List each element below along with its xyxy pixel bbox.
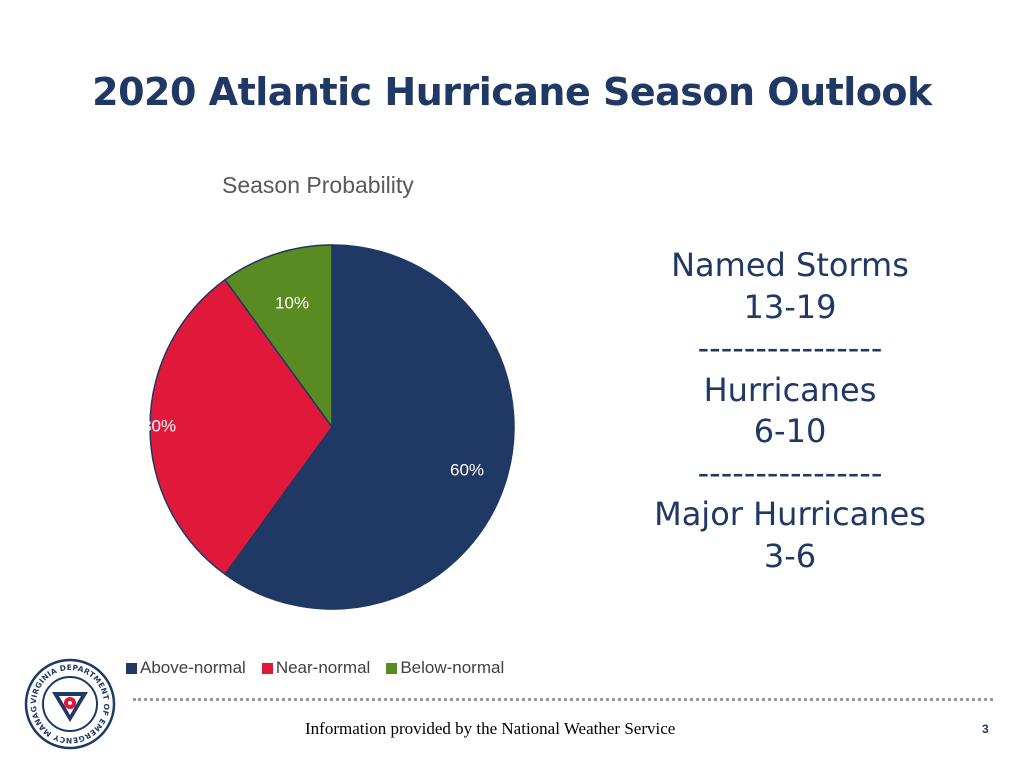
legend-item-above-normal: Above-normal — [126, 658, 246, 678]
stats-divider: ---------------- — [697, 329, 883, 367]
footer-divider — [133, 698, 993, 701]
legend-item-near-normal: Near-normal — [261, 658, 371, 678]
stats-divider: ---------------- — [697, 453, 883, 492]
legend-item-below-normal: Below-normal — [386, 658, 504, 678]
pie-slice-below-normal — [223, 244, 333, 430]
storm-stats: Named Storms 13-19 ---------------- Hurr… — [640, 245, 940, 577]
legend-label: Below-normal — [400, 658, 505, 677]
chart-title: Season Probability — [222, 172, 414, 198]
page-number: 3 — [982, 722, 989, 736]
legend-swatch — [261, 662, 273, 674]
stats-hurricanes-range: 6-10 — [753, 412, 827, 450]
slide-title: 2020 Atlantic Hurricane Season Outlook — [92, 70, 932, 114]
vdem-seal-icon: VIRGINIA DEPARTMENT OF EMERGENCY MANAGEM… — [24, 658, 116, 750]
chart-legend: Above-normal Near-normal Below-normal — [126, 658, 504, 678]
legend-label: Above-normal — [140, 658, 246, 677]
stats-named-storms-range: 13-19 — [743, 287, 837, 326]
stats-major-hurricanes-range: 3-6 — [763, 536, 817, 575]
stats-named-storms-label: Named Storms — [671, 246, 909, 284]
pie-label-near-normal: 30% — [142, 416, 176, 435]
legend-swatch — [126, 662, 137, 674]
legend-swatch — [386, 662, 398, 674]
legend-label: Near-normal — [275, 658, 371, 677]
pie-slice-above-normal — [223, 244, 515, 610]
stats-major-hurricanes-label: Major Hurricanes — [654, 495, 926, 533]
pie-chart: 60% 30% 10% — [142, 244, 515, 610]
pie-label-above-normal: 60% — [450, 460, 484, 479]
stats-hurricanes-label: Hurricanes — [703, 370, 877, 409]
pie-label-below-normal: 10% — [275, 294, 309, 313]
pie-slice-near-normal — [149, 278, 333, 576]
footer-text: Information provided by the National Wea… — [305, 719, 676, 738]
